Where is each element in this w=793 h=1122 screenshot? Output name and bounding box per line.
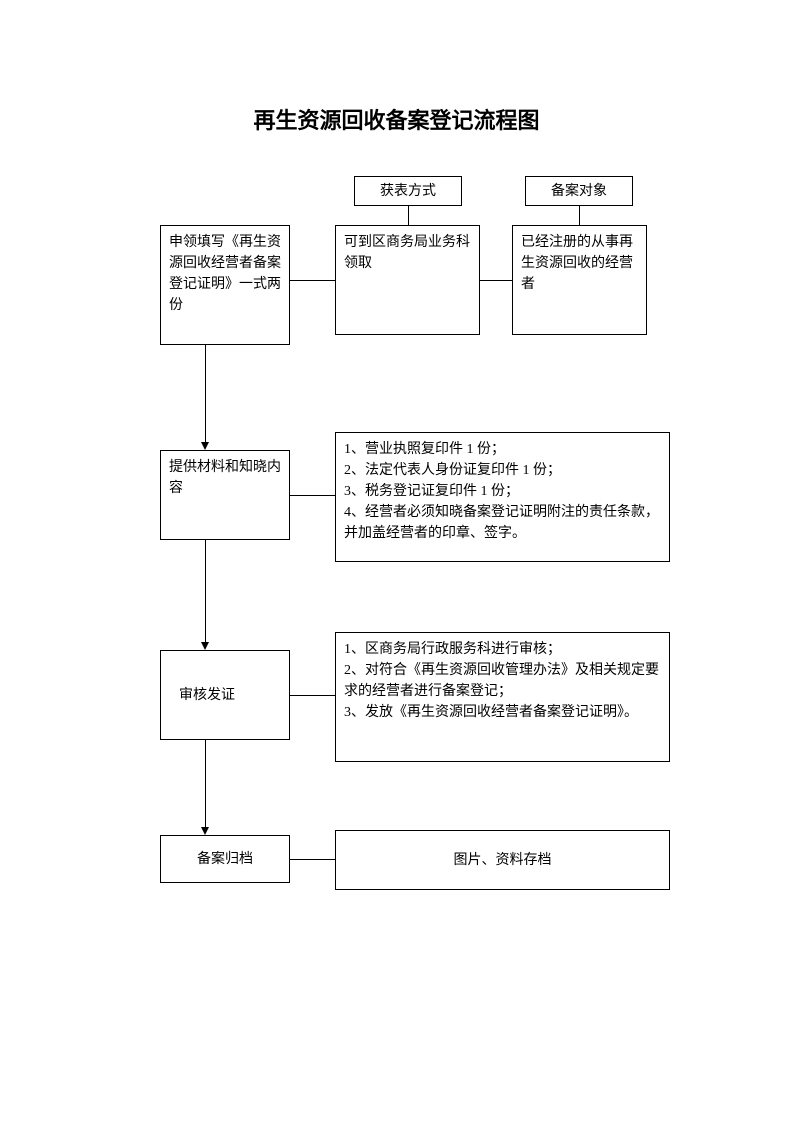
connector xyxy=(290,495,335,496)
page-title: 再生资源回收备案登记流程图 xyxy=(0,103,793,135)
header-target-box: 备案对象 xyxy=(525,176,633,206)
materials-detail-box: 1、营业执照复印件 1 份； 2、法定代表人身份证复印件 1 份； 3、税务登记… xyxy=(335,432,670,562)
connector xyxy=(205,540,206,642)
connector xyxy=(201,642,209,650)
connector xyxy=(201,827,209,835)
connector xyxy=(408,206,409,225)
connector xyxy=(290,280,335,281)
connector xyxy=(290,859,335,860)
archive-box: 备案归档 xyxy=(160,835,290,883)
review-box: 审核发证 xyxy=(160,650,290,740)
connector xyxy=(205,740,206,827)
connector xyxy=(290,695,335,696)
connector xyxy=(201,442,209,450)
apply-box: 申领填写《再生资源回收经营者备案登记证明》一式两份 xyxy=(160,225,290,345)
target-detail-box: 已经注册的从事再生资源回收的经营者 xyxy=(512,225,647,335)
connector xyxy=(205,345,206,442)
review-detail-box: 1、区商务局行政服务科进行审核； 2、对符合《再生资源回收管理办法》及相关规定要… xyxy=(335,632,670,762)
archive-detail-box: 图片、资料存档 xyxy=(335,830,670,890)
header-method-box: 获表方式 xyxy=(354,176,462,206)
materials-box: 提供材料和知晓内容 xyxy=(160,450,290,540)
connector xyxy=(480,280,512,281)
connector xyxy=(579,206,580,225)
method-detail-box: 可到区商务局业务科领取 xyxy=(335,225,480,335)
